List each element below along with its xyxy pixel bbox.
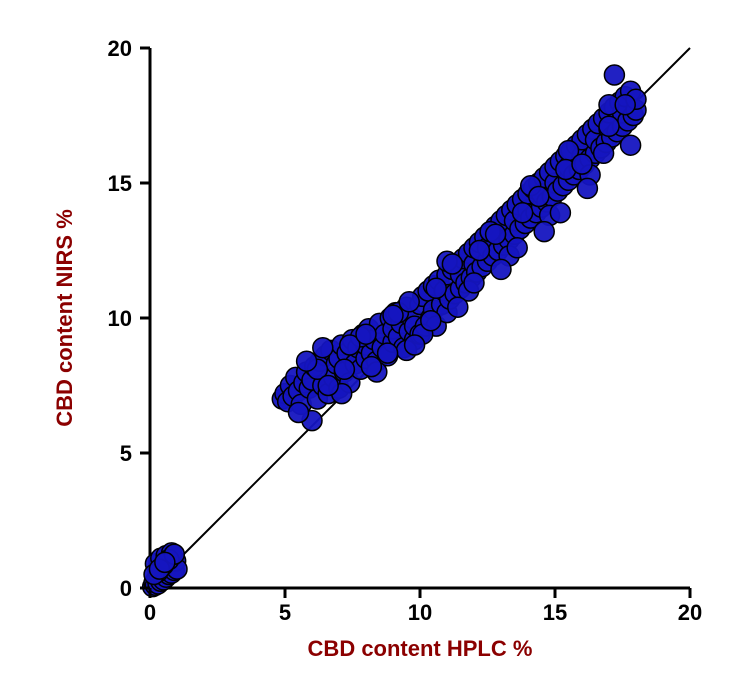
- data-point: [318, 376, 338, 396]
- data-point: [399, 292, 419, 312]
- data-point: [426, 278, 446, 298]
- data-point: [594, 143, 614, 163]
- data-point: [534, 222, 554, 242]
- data-point: [334, 359, 354, 379]
- data-point: [383, 305, 403, 325]
- x-tick-label: 5: [279, 600, 291, 625]
- data-point: [621, 135, 641, 155]
- x-tick-label: 20: [678, 600, 702, 625]
- data-point: [513, 203, 533, 223]
- y-axis-label: CBD content NIRS %: [52, 209, 77, 427]
- data-point: [486, 224, 506, 244]
- data-point: [378, 343, 398, 363]
- x-tick-label: 10: [408, 600, 432, 625]
- data-point: [361, 357, 381, 377]
- data-point: [442, 254, 462, 274]
- data-point: [507, 238, 527, 258]
- data-point: [448, 297, 468, 317]
- data-point: [313, 338, 333, 358]
- x-tick-label: 0: [144, 600, 156, 625]
- y-tick-label: 20: [108, 36, 132, 61]
- data-point: [155, 552, 175, 572]
- data-point: [405, 335, 425, 355]
- data-point: [469, 241, 489, 261]
- y-tick-label: 0: [120, 576, 132, 601]
- x-axis-label: CBD content HPLC %: [308, 636, 533, 661]
- data-point: [464, 273, 484, 293]
- y-tick-label: 10: [108, 306, 132, 331]
- data-point: [529, 187, 549, 207]
- data-point: [289, 403, 309, 423]
- data-point: [550, 203, 570, 223]
- scatter-chart: 0 5 10 15 20 0 5 10 15 20 CBD content HPLC % CBD co…: [0, 0, 750, 686]
- data-point: [599, 116, 619, 136]
- x-tick-label: 15: [543, 600, 567, 625]
- chart-svg: 0 5 10 15 20 0 5 10 15 20 CBD content HPLC % CBD co…: [0, 0, 750, 686]
- data-point: [577, 178, 597, 198]
- scatter-points: [143, 65, 646, 597]
- data-point: [421, 311, 441, 331]
- data-point: [356, 324, 376, 344]
- data-point: [604, 65, 624, 85]
- data-point: [615, 95, 635, 115]
- y-tick-label: 15: [108, 171, 132, 196]
- y-tick-label: 5: [120, 441, 132, 466]
- data-point: [297, 351, 317, 371]
- data-point: [572, 154, 592, 174]
- data-point: [491, 259, 511, 279]
